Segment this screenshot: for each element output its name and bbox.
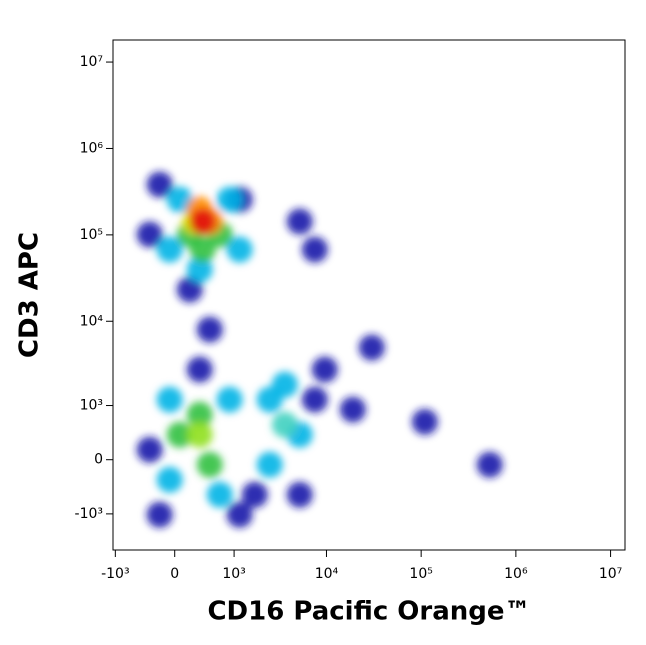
point bbox=[271, 371, 298, 398]
x-axis-title: CD16 Pacific Orange™ bbox=[207, 597, 530, 627]
y-tick-label: 10⁴ bbox=[80, 313, 104, 329]
x-tick-label: 10⁷ bbox=[599, 566, 622, 582]
point bbox=[206, 481, 233, 508]
x-tick-label: 10⁵ bbox=[409, 566, 432, 582]
point bbox=[216, 186, 243, 213]
point bbox=[189, 208, 216, 235]
point bbox=[166, 421, 193, 448]
point bbox=[286, 481, 313, 508]
point bbox=[196, 316, 223, 343]
point bbox=[339, 396, 366, 423]
point bbox=[476, 451, 503, 478]
point bbox=[358, 334, 385, 361]
y-axis-title: CD3 APC bbox=[15, 232, 45, 358]
point bbox=[241, 481, 268, 508]
point bbox=[311, 356, 338, 383]
point bbox=[146, 501, 173, 528]
y-tick-label: 10⁷ bbox=[80, 54, 103, 70]
point bbox=[186, 421, 213, 448]
point bbox=[286, 208, 313, 235]
point bbox=[186, 256, 213, 283]
point bbox=[226, 501, 253, 528]
point bbox=[136, 221, 163, 248]
point bbox=[166, 186, 193, 213]
point bbox=[136, 436, 163, 463]
x-tick-label: 10³ bbox=[222, 566, 245, 582]
point bbox=[176, 276, 203, 303]
x-tick-label: -10³ bbox=[101, 566, 129, 582]
x-tick-label: 0 bbox=[170, 566, 179, 582]
point bbox=[301, 236, 328, 263]
point bbox=[186, 401, 213, 428]
points bbox=[136, 171, 503, 528]
point bbox=[156, 236, 183, 263]
point bbox=[189, 236, 216, 263]
point bbox=[186, 356, 213, 383]
x-tick-label: 10⁶ bbox=[504, 566, 528, 582]
x-tick-label: 10⁴ bbox=[315, 566, 339, 582]
point bbox=[301, 386, 328, 413]
y-tick-label: 10⁵ bbox=[80, 227, 103, 243]
point bbox=[271, 411, 298, 438]
y-tick-label: 10³ bbox=[80, 398, 103, 414]
point bbox=[196, 451, 223, 478]
y-tick-label: -10³ bbox=[75, 506, 103, 522]
point bbox=[226, 236, 253, 263]
y-tick-label: 0 bbox=[94, 452, 103, 468]
point bbox=[411, 408, 438, 435]
point bbox=[156, 386, 183, 413]
point bbox=[216, 386, 243, 413]
point bbox=[146, 171, 173, 198]
point bbox=[256, 451, 283, 478]
y-tick-label: 10⁶ bbox=[80, 140, 104, 156]
point bbox=[156, 466, 183, 493]
